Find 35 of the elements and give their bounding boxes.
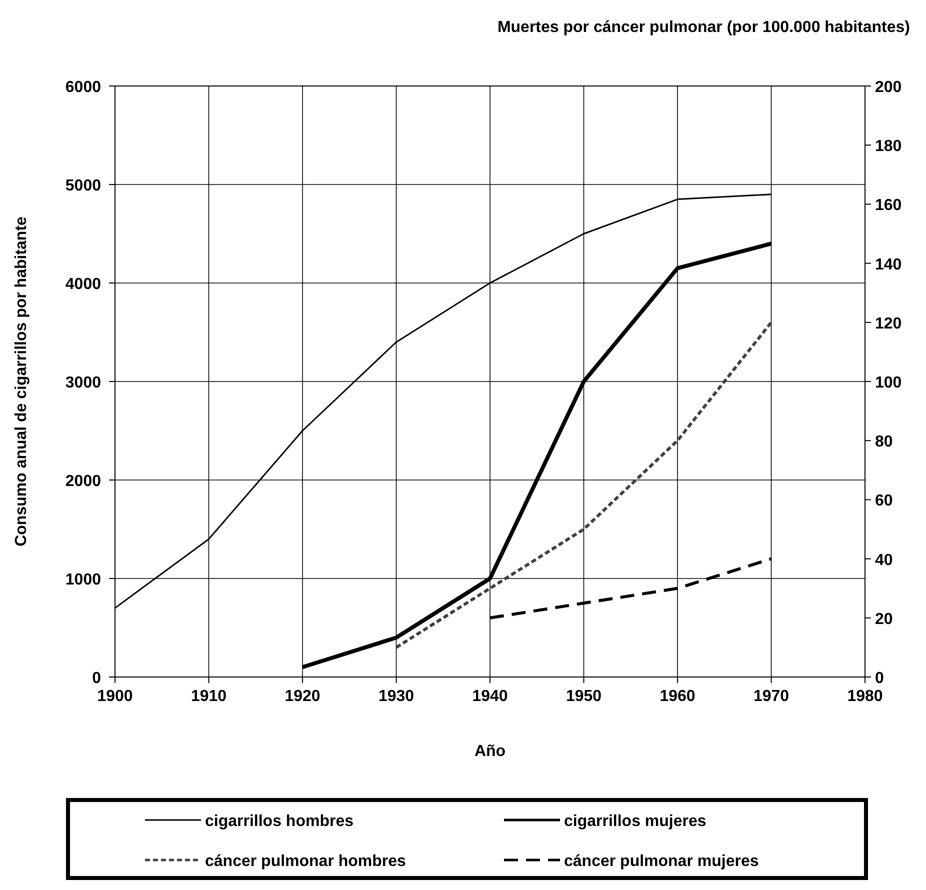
x-axis-title: Año bbox=[474, 743, 506, 760]
y-tick-label: 4000 bbox=[65, 276, 102, 293]
x-tick-label: 1910 bbox=[190, 688, 227, 705]
y2-tick-label: 20 bbox=[875, 610, 893, 628]
legend-label: cáncer pulmonar mujeres bbox=[564, 853, 759, 870]
y2-tick-label: 200 bbox=[875, 79, 902, 96]
y2-tick-label: 160 bbox=[875, 197, 902, 214]
y-axis-title: Consumo anual de cigarrillos por habitante bbox=[13, 216, 30, 546]
x-tick-label: 1970 bbox=[753, 688, 790, 705]
y2-tick-label: 140 bbox=[875, 256, 902, 274]
y-tick-label: 6000 bbox=[65, 79, 102, 96]
x-tick-label: 1930 bbox=[378, 688, 414, 705]
y2-tick-label: 100 bbox=[875, 374, 902, 392]
y2-tick-label: 0 bbox=[875, 670, 884, 687]
y2-tick-label: 40 bbox=[875, 552, 893, 569]
y-tick-label: 0 bbox=[92, 670, 102, 687]
y2-tick-label: 80 bbox=[875, 434, 893, 451]
y-tick-label: 1000 bbox=[65, 572, 102, 588]
y2-tick-label: 180 bbox=[875, 138, 902, 156]
legend-label: cigarrillos mujeres bbox=[564, 813, 706, 830]
x-tick-label: 1920 bbox=[284, 688, 320, 705]
y2-axis-title: Muertes por cáncer pulmonar (por 100.000 habitantes) bbox=[497, 19, 910, 36]
y-tick-label: 3000 bbox=[65, 374, 102, 392]
legend-label: cáncer pulmonar hombres bbox=[205, 853, 406, 870]
x-tick-label: 1950 bbox=[566, 688, 602, 705]
line-series bbox=[394, 320, 773, 649]
y-tick-label: 2000 bbox=[65, 473, 102, 490]
y2-tick-label: 120 bbox=[875, 315, 902, 332]
y2-tick-label: 60 bbox=[875, 492, 893, 510]
x-tick-label: 1940 bbox=[472, 688, 508, 705]
x-tick-label: 1960 bbox=[660, 688, 696, 705]
y-tick-label: 5000 bbox=[65, 178, 102, 194]
legend-label: cigarrillos hombres bbox=[205, 813, 354, 830]
x-tick-label: 1980 bbox=[847, 688, 883, 705]
x-tick-label: 1900 bbox=[97, 688, 133, 705]
